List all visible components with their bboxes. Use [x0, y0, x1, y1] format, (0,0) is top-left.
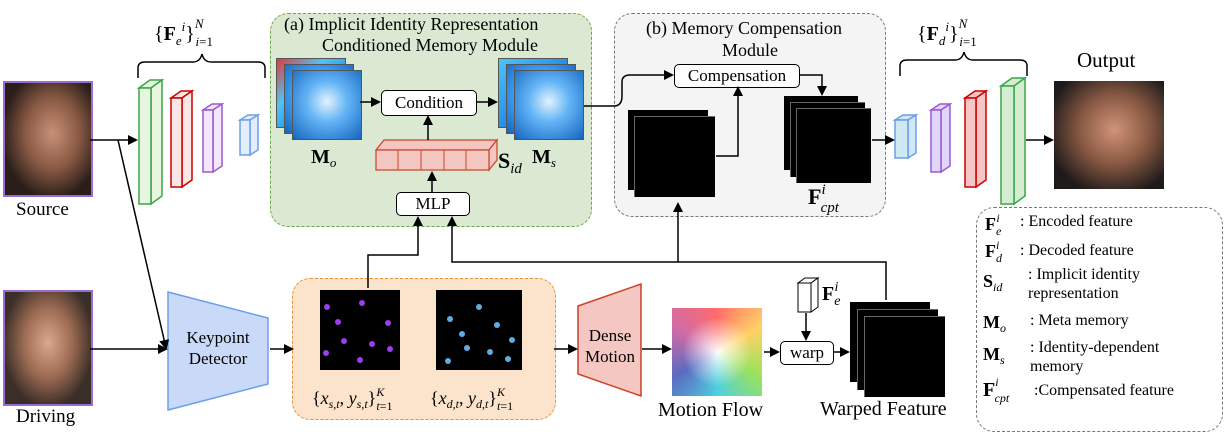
- decoder-block-blue: [892, 113, 919, 160]
- fcpt-label: Fi cpt: [808, 182, 840, 216]
- panel-b-title-line1: (b) Memory Compensation: [646, 18, 842, 38]
- dense-motion-label-2: Motion: [585, 347, 636, 366]
- encoder-block-blue: [237, 113, 261, 157]
- keypoint-detector-shape: [167, 291, 269, 411]
- panel-a-title-line1: (a) Implicit Identity Representation: [284, 14, 539, 34]
- output-image: [1054, 81, 1164, 189]
- legend-symbols: Fei Fdi Sid Mo Ms Fi cpt: [983, 211, 1010, 405]
- legend-desc-mo: : Meta memory: [1030, 312, 1129, 329]
- legend-panel: [976, 207, 1223, 432]
- compensated-stack-3: [796, 108, 871, 183]
- ms-label: Ms: [532, 146, 556, 170]
- svg-text:Sid: Sid: [983, 271, 1003, 294]
- mlp-box: MLP: [396, 192, 470, 216]
- fd-set-label: {Fdi}N i=1: [917, 16, 977, 49]
- svg-text:Ms: Ms: [983, 344, 1005, 367]
- source-image: [3, 81, 93, 197]
- motion-flow-center: [672, 308, 762, 396]
- decoder-brace: [899, 51, 1028, 76]
- source-keypoints: [323, 300, 393, 363]
- output-label: Output: [1077, 48, 1136, 72]
- identity-memory-stack-3: [514, 70, 584, 140]
- fe-small-block: [796, 277, 820, 313]
- keypoint-detector-label-2: Detector: [189, 349, 248, 368]
- decoder-block-red: [962, 89, 989, 189]
- driving-image: [3, 290, 93, 406]
- svg-text:Fei: Fei: [985, 211, 1002, 238]
- warped-stack-3: [864, 316, 945, 397]
- legend-desc-fcpt: :Compensated feature: [1034, 382, 1174, 399]
- keypoint-detector-label-1: Keypoint: [186, 328, 250, 347]
- driving-label: Driving: [16, 406, 76, 427]
- motion-flow-label: Motion Flow: [658, 399, 764, 421]
- kp-driving-label: {xd,t, yd,t}K t=1: [430, 385, 513, 413]
- sid-block: [374, 138, 499, 172]
- panel-a-title-line2: Conditioned Memory Module: [322, 35, 538, 55]
- legend-desc-ms: : Identity-dependent memory: [1030, 339, 1160, 375]
- kp-source-label: {xs,t, ys,t}K t=1: [312, 385, 392, 413]
- legend-desc-fd: : Decoded feature: [1020, 242, 1134, 259]
- legend-desc-sid: : Implicit identity representation: [1028, 266, 1140, 302]
- meta-memory-stack-3: [292, 70, 362, 140]
- source-label: Source: [16, 199, 69, 220]
- warped-feature-label: Warped Feature: [820, 398, 947, 420]
- panel-b-title-line2: Module: [722, 40, 778, 60]
- decoder-block-green: [998, 76, 1028, 206]
- fe-warp-label: Fei: [822, 280, 840, 309]
- warp-box: warp: [780, 341, 834, 365]
- dense-motion-shape: [577, 282, 642, 398]
- driving-keypoints: [445, 304, 515, 364]
- arrows: [90, 70, 1054, 357]
- encoder-brace: [137, 53, 266, 78]
- svg-text:Mo: Mo: [983, 312, 1006, 335]
- warped-stack-b-2: [634, 116, 715, 197]
- sid-label: Sid: [498, 148, 522, 177]
- fe-set-label: {Fei}N i=1: [154, 16, 213, 49]
- encoder-block-red: [168, 89, 195, 189]
- decoder-block-purple: [928, 102, 953, 174]
- encoder-block-green: [136, 78, 165, 206]
- legend-desc-fe: : Encoded feature: [1020, 213, 1133, 230]
- dense-motion-label-1: Dense: [589, 326, 631, 345]
- condition-box: Condition: [381, 90, 477, 116]
- math-labels: {Fei}N i=1 {Fdi}N i=1 Mo Ms Sid Fi cpt Fei …: [154, 16, 977, 413]
- compensation-box: Compensation: [674, 64, 800, 88]
- encoder-block-purple: [200, 102, 225, 174]
- svg-text:Fdi: Fdi: [985, 238, 1003, 265]
- mo-label: Mo: [311, 146, 337, 170]
